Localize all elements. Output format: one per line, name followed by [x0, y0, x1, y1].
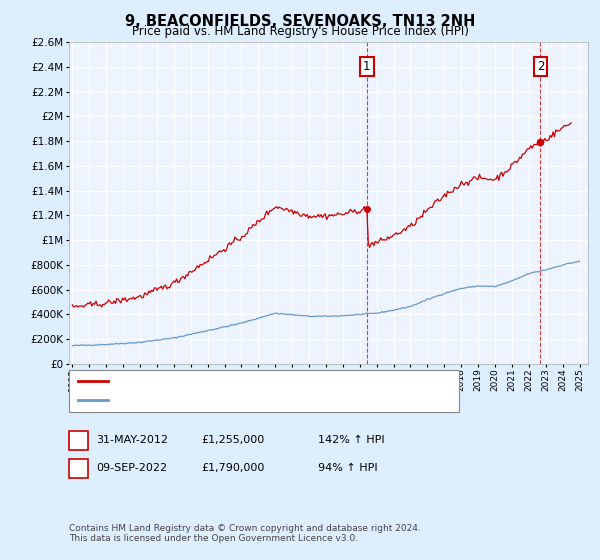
Text: 09-SEP-2022: 09-SEP-2022 — [96, 463, 167, 473]
Text: Contains HM Land Registry data © Crown copyright and database right 2024.
This d: Contains HM Land Registry data © Crown c… — [69, 524, 421, 543]
Text: 2: 2 — [75, 463, 82, 473]
Text: 31-MAY-2012: 31-MAY-2012 — [96, 435, 168, 445]
Text: £1,255,000: £1,255,000 — [201, 435, 264, 445]
Text: 1: 1 — [363, 60, 371, 73]
Text: 9, BEACONFIELDS, SEVENOAKS, TN13 2NH: 9, BEACONFIELDS, SEVENOAKS, TN13 2NH — [125, 14, 475, 29]
Text: 142% ↑ HPI: 142% ↑ HPI — [318, 435, 385, 445]
Text: £1,790,000: £1,790,000 — [201, 463, 265, 473]
Text: 2: 2 — [537, 60, 544, 73]
Text: 9, BEACONFIELDS, SEVENOAKS, TN13 2NH (detached house): 9, BEACONFIELDS, SEVENOAKS, TN13 2NH (de… — [111, 376, 428, 386]
Text: Price paid vs. HM Land Registry's House Price Index (HPI): Price paid vs. HM Land Registry's House … — [131, 25, 469, 38]
Text: 94% ↑ HPI: 94% ↑ HPI — [318, 463, 377, 473]
Text: 1: 1 — [75, 435, 82, 445]
Text: HPI: Average price, detached house, Sevenoaks: HPI: Average price, detached house, Seve… — [111, 395, 361, 405]
